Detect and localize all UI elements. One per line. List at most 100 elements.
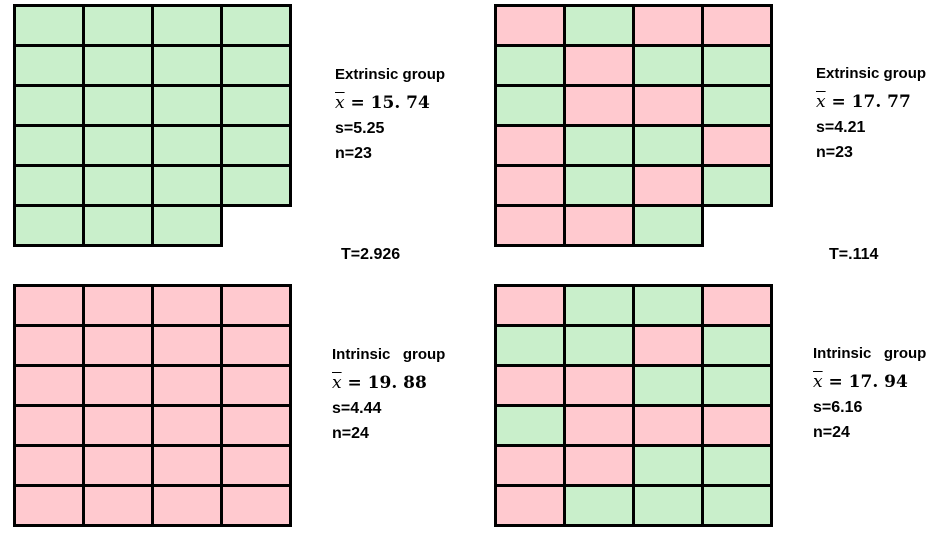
grid-cell-green — [701, 84, 773, 127]
grid-cell-pink — [563, 404, 635, 447]
grid-row — [13, 4, 292, 47]
grid-row — [494, 324, 773, 367]
grid-cell-pink — [632, 164, 704, 207]
grid-cell-pink — [13, 364, 85, 407]
grid-cell-pink — [563, 44, 635, 87]
right-extrinsic-mean: x = 17. 77 — [816, 90, 926, 115]
grid-cell-pink — [220, 364, 292, 407]
mean-symbol: x — [335, 93, 345, 113]
grid-cell-pink — [82, 324, 154, 367]
grid-row — [494, 124, 773, 167]
grid-row — [13, 484, 292, 527]
grid-empty-cell — [703, 206, 772, 246]
grid-cell-green — [82, 164, 154, 207]
grid-row — [13, 44, 292, 87]
grid-row — [494, 284, 773, 327]
grid-cell-pink — [13, 324, 85, 367]
grid-cell-green — [494, 404, 566, 447]
grid-cell-pink — [220, 284, 292, 327]
grid-row — [494, 404, 773, 447]
grid-cell-pink — [82, 444, 154, 487]
grid-row — [494, 204, 772, 247]
grid-cell-green — [494, 324, 566, 367]
right-extrinsic-grid — [494, 4, 773, 247]
grid-cell-green — [494, 44, 566, 87]
right-intrinsic-n: n=24 — [813, 424, 850, 441]
left-intrinsic-n: n=24 — [332, 425, 369, 442]
grid-cell-green — [563, 324, 635, 367]
grid-cell-green — [632, 484, 704, 527]
grid-cell-green — [220, 84, 292, 127]
grid-cell-pink — [82, 484, 154, 527]
grid-row — [13, 204, 291, 247]
grid-cell-green — [632, 44, 704, 87]
grid-cell-pink — [494, 444, 566, 487]
grid-cell-pink — [220, 444, 292, 487]
grid-cell-pink — [151, 284, 223, 327]
grid-cell-green — [701, 484, 773, 527]
grid-cell-pink — [494, 204, 566, 247]
grid-cell-green — [151, 4, 223, 47]
grid-cell-pink — [563, 364, 635, 407]
right-extrinsic-title: Extrinsic group — [816, 65, 927, 82]
grid-cell-pink — [494, 484, 566, 527]
grid-row — [13, 164, 292, 207]
grid-row — [13, 124, 292, 167]
grid-cell-pink — [13, 484, 85, 527]
right-extrinsic-stats: Extrinsic group x = 17. 77 s=4.21 n=23 — [816, 61, 926, 165]
left-extrinsic-s: s=5.25 — [335, 120, 385, 137]
right-intrinsic-title: Intrinsic group — [813, 345, 927, 362]
grid-cell-pink — [701, 4, 773, 47]
right-t-value: T=.114 — [829, 246, 879, 263]
left-intrinsic-grid — [13, 284, 292, 527]
grid-row — [494, 4, 773, 47]
left-extrinsic-stats: Extrinsic group x = 15. 74 s=5.25 n=23 — [335, 62, 445, 166]
grid-cell-green — [151, 204, 223, 247]
grid-cell-green — [632, 204, 704, 247]
grid-cell-pink — [151, 324, 223, 367]
grid-row — [13, 284, 292, 327]
grid-row — [13, 404, 292, 447]
grid-cell-green — [563, 164, 635, 207]
grid-row — [494, 84, 773, 127]
grid-cell-pink — [494, 284, 566, 327]
right-intrinsic-mean: x = 17. 94 — [813, 370, 926, 395]
grid-cell-green — [701, 164, 773, 207]
grid-cell-green — [220, 124, 292, 167]
grid-cell-green — [632, 364, 704, 407]
grid-cell-green — [494, 84, 566, 127]
grid-cell-green — [701, 444, 773, 487]
grid-row — [13, 324, 292, 367]
mean-symbol: x — [332, 373, 342, 393]
grid-row — [13, 84, 292, 127]
grid-cell-green — [220, 164, 292, 207]
grid-cell-pink — [494, 124, 566, 167]
right-extrinsic-s: s=4.21 — [816, 119, 866, 136]
left-intrinsic-mean: x = 19. 88 — [332, 371, 445, 396]
grid-row — [494, 444, 773, 487]
grid-row — [494, 44, 773, 87]
left-t-value: T=2.926 — [341, 246, 401, 263]
grid-empty-cell — [222, 206, 291, 246]
grid-cell-pink — [632, 84, 704, 127]
grid-cell-pink — [151, 484, 223, 527]
grid-cell-pink — [632, 404, 704, 447]
grid-cell-green — [563, 124, 635, 167]
grid-cell-green — [563, 284, 635, 327]
grid-cell-green — [632, 444, 704, 487]
grid-cell-pink — [82, 404, 154, 447]
left-intrinsic-s: s=4.44 — [332, 400, 382, 417]
grid-cell-green — [82, 84, 154, 127]
grid-cell-green — [220, 4, 292, 47]
grid-cell-pink — [151, 364, 223, 407]
grid-cell-pink — [151, 444, 223, 487]
grid-cell-pink — [82, 284, 154, 327]
grid-cell-green — [563, 484, 635, 527]
grid-cell-green — [82, 4, 154, 47]
grid-cell-pink — [220, 404, 292, 447]
grid-cell-pink — [632, 4, 704, 47]
grid-cell-pink — [82, 364, 154, 407]
grid-cell-green — [82, 124, 154, 167]
grid-row — [13, 364, 292, 407]
grid-cell-pink — [220, 324, 292, 367]
